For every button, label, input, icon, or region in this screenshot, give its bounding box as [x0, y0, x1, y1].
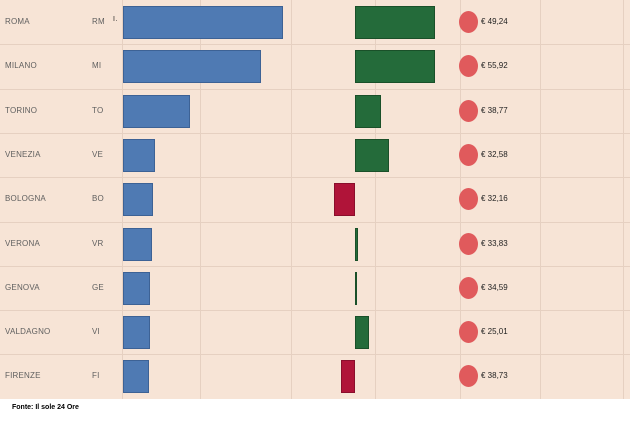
- province-code: BO: [92, 194, 104, 204]
- source-note: Fonte: Il sole 24 Ore: [12, 404, 79, 411]
- bar-series2: [355, 316, 370, 350]
- price-label: € 55,92: [481, 61, 508, 71]
- price-label: € 33,83: [481, 238, 508, 248]
- grid-line-horizontal: [0, 222, 630, 223]
- price-dot: [459, 232, 478, 255]
- bar-series1: [123, 227, 152, 261]
- bar-series2: [355, 138, 389, 172]
- price-dot: [459, 188, 478, 211]
- price-label: € 38,73: [481, 371, 508, 381]
- bar-series1: [123, 360, 149, 394]
- price-label: € 32,16: [481, 194, 508, 204]
- bar-series1: [123, 138, 155, 172]
- city-label: TORINO: [5, 105, 38, 115]
- grid-line-vertical: [375, 0, 376, 399]
- price-dot: [459, 276, 478, 299]
- grid-line-vertical: [291, 0, 292, 399]
- bar-series2: [355, 6, 435, 39]
- city-label: ROMA: [5, 17, 30, 26]
- city-label: BOLOGNA: [5, 194, 46, 204]
- province-code: FI: [92, 371, 100, 381]
- province-code: RM: [92, 17, 105, 26]
- city-label: MILANO: [5, 61, 37, 71]
- grid-line-vertical: [540, 0, 541, 399]
- province-code: VR: [92, 238, 104, 248]
- grid-line-horizontal: [0, 354, 630, 355]
- grid-line-horizontal: [0, 266, 630, 267]
- price-dot: [459, 99, 478, 122]
- grid-line-horizontal: [0, 133, 630, 134]
- city-label: VENEZIA: [5, 149, 41, 159]
- price-dot: [459, 11, 478, 33]
- grid-line-vertical: [200, 0, 201, 399]
- bar-series2: [340, 360, 355, 394]
- city-label: VERONA: [5, 238, 40, 248]
- province-code: VE: [92, 149, 104, 159]
- row-marker: I .: [113, 16, 118, 23]
- price-dot: [459, 55, 478, 78]
- bar-series1: [123, 316, 151, 350]
- bar-series1: [123, 271, 151, 305]
- province-code: GE: [92, 282, 104, 292]
- price-dot: [459, 365, 478, 388]
- bar-series1: [123, 50, 261, 84]
- bar-series1: [123, 183, 154, 217]
- grid-line-vertical: [122, 0, 123, 399]
- grid-line-horizontal: [0, 44, 630, 45]
- grid-line-horizontal: [0, 177, 630, 178]
- price-label: € 49,24: [481, 17, 508, 26]
- chart-area: ROMA RM € 49,24 MILANO MI € 55,92 TORINO TO € 38…: [0, 0, 630, 399]
- bar-series2: [355, 94, 381, 128]
- city-label: VALDAGNO: [5, 327, 51, 337]
- price-label: € 34,59: [481, 282, 508, 292]
- bar-series2: [334, 183, 355, 217]
- bar-series2: [355, 271, 357, 305]
- grid-line-vertical: [623, 0, 624, 399]
- bar-series1: [123, 6, 283, 39]
- price-dot: [459, 143, 478, 166]
- bar-series1: [123, 94, 191, 128]
- price-label: € 32,58: [481, 149, 508, 159]
- grid-line-horizontal: [0, 310, 630, 311]
- grid-line-horizontal: [0, 89, 630, 90]
- price-label: € 25,01: [481, 327, 508, 337]
- bar-series2: [355, 227, 359, 261]
- bar-series2: [355, 50, 435, 84]
- city-label: GENOVA: [5, 282, 40, 292]
- price-dot: [459, 321, 478, 344]
- province-code: MI: [92, 61, 102, 71]
- province-code: VI: [92, 327, 100, 337]
- price-label: € 38,77: [481, 105, 508, 115]
- province-code: TO: [92, 105, 104, 115]
- city-label: FIRENZE: [5, 371, 41, 381]
